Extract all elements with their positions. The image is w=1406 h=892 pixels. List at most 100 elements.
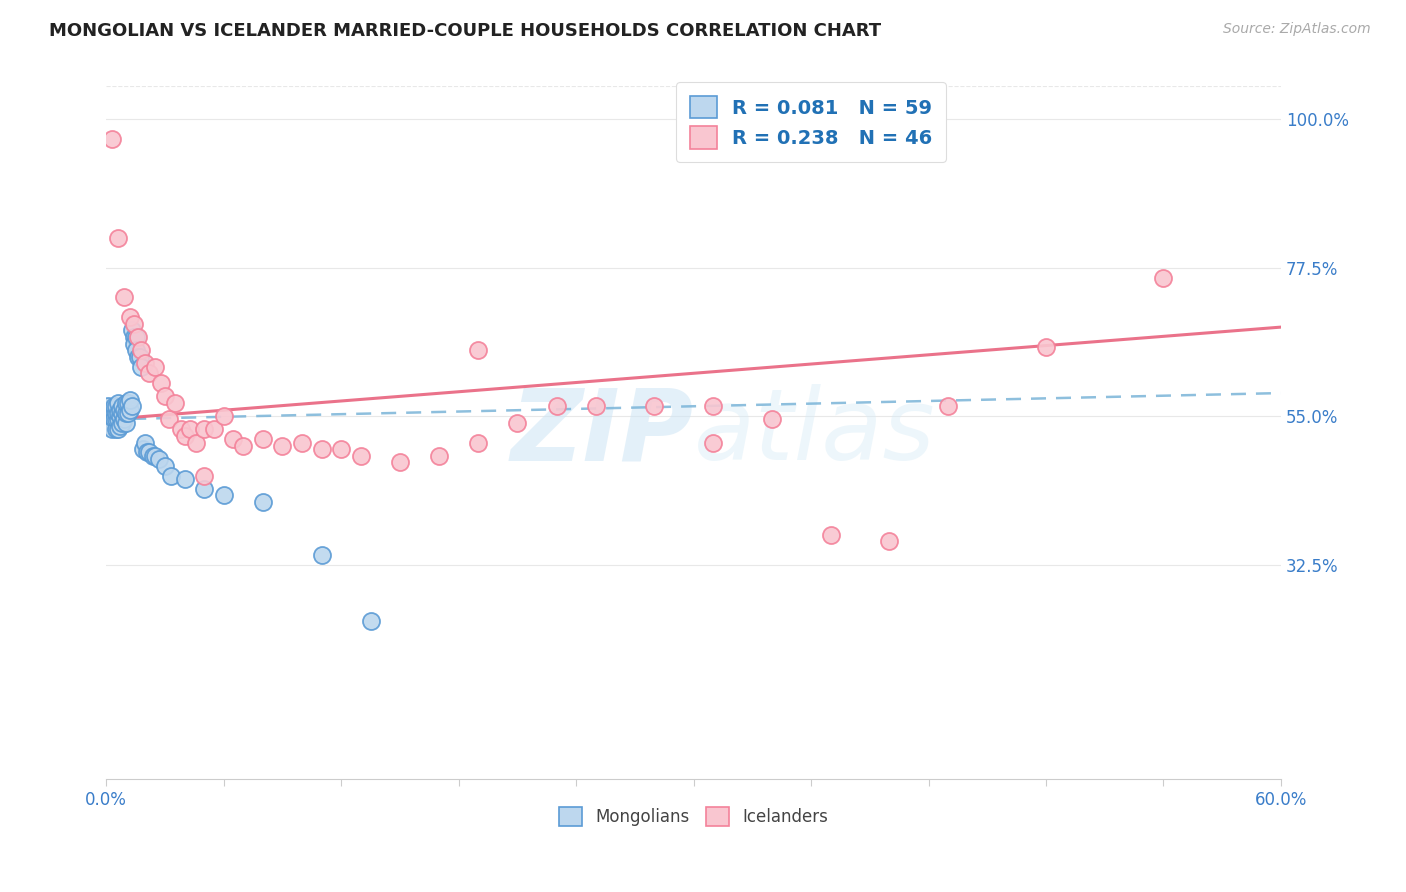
- Point: [193, 422, 215, 436]
- Text: ZIP: ZIP: [510, 384, 693, 481]
- Point: [127, 350, 149, 364]
- Point: [111, 416, 134, 430]
- Point: [97, 406, 120, 420]
- Point: [131, 343, 153, 358]
- Point: [142, 449, 165, 463]
- Point: [107, 422, 129, 436]
- Point: [98, 419, 121, 434]
- Point: [121, 399, 143, 413]
- Point: [138, 366, 160, 380]
- Point: [467, 435, 489, 450]
- Point: [105, 399, 128, 413]
- Point: [103, 406, 125, 420]
- Point: [122, 317, 145, 331]
- Point: [138, 445, 160, 459]
- Point: [311, 548, 333, 562]
- Point: [311, 442, 333, 457]
- Point: [179, 422, 201, 436]
- Point: [157, 412, 180, 426]
- Point: [101, 132, 124, 146]
- Text: atlas: atlas: [693, 384, 935, 481]
- Point: [108, 419, 131, 434]
- Point: [232, 439, 254, 453]
- Point: [131, 359, 153, 374]
- Point: [118, 402, 141, 417]
- Point: [173, 472, 195, 486]
- Point: [173, 429, 195, 443]
- Point: [148, 452, 170, 467]
- Point: [105, 412, 128, 426]
- Point: [111, 406, 134, 420]
- Point: [122, 330, 145, 344]
- Point: [111, 399, 134, 413]
- Point: [121, 323, 143, 337]
- Point: [124, 343, 146, 358]
- Point: [330, 442, 353, 457]
- Point: [114, 406, 136, 420]
- Point: [117, 406, 139, 420]
- Point: [101, 416, 124, 430]
- Point: [112, 402, 135, 417]
- Point: [127, 330, 149, 344]
- Point: [114, 416, 136, 430]
- Point: [101, 409, 124, 424]
- Point: [103, 399, 125, 413]
- Point: [150, 376, 173, 391]
- Point: [132, 442, 155, 457]
- Point: [112, 290, 135, 304]
- Point: [114, 396, 136, 410]
- Point: [153, 389, 176, 403]
- Point: [271, 439, 294, 453]
- Point: [118, 310, 141, 325]
- Point: [124, 330, 146, 344]
- Point: [360, 614, 382, 628]
- Point: [546, 399, 568, 413]
- Point: [506, 416, 529, 430]
- Point: [107, 412, 129, 426]
- Point: [108, 409, 131, 424]
- Point: [136, 445, 159, 459]
- Point: [1153, 270, 1175, 285]
- Point: [118, 392, 141, 407]
- Point: [193, 482, 215, 496]
- Point: [98, 406, 121, 420]
- Point: [252, 495, 274, 509]
- Point: [101, 402, 124, 417]
- Text: Source: ZipAtlas.com: Source: ZipAtlas.com: [1223, 22, 1371, 37]
- Point: [143, 449, 166, 463]
- Point: [879, 534, 901, 549]
- Point: [105, 406, 128, 420]
- Point: [702, 435, 724, 450]
- Point: [936, 399, 959, 413]
- Point: [105, 422, 128, 436]
- Point: [134, 435, 156, 450]
- Point: [202, 422, 225, 436]
- Point: [107, 396, 129, 410]
- Point: [350, 449, 373, 463]
- Point: [108, 402, 131, 417]
- Point: [163, 396, 186, 410]
- Point: [585, 399, 607, 413]
- Point: [97, 399, 120, 413]
- Point: [122, 336, 145, 351]
- Point: [427, 449, 450, 463]
- Point: [98, 412, 121, 426]
- Point: [107, 406, 129, 420]
- Point: [702, 399, 724, 413]
- Point: [117, 396, 139, 410]
- Point: [1035, 340, 1057, 354]
- Y-axis label: Married-couple Households: Married-couple Households: [0, 328, 7, 537]
- Point: [193, 468, 215, 483]
- Point: [128, 350, 150, 364]
- Point: [143, 359, 166, 374]
- Point: [212, 409, 235, 424]
- Legend: Mongolians, Icelanders: Mongolians, Icelanders: [553, 800, 835, 833]
- Point: [820, 528, 842, 542]
- Point: [222, 432, 245, 446]
- Point: [103, 412, 125, 426]
- Point: [169, 422, 191, 436]
- Text: MONGOLIAN VS ICELANDER MARRIED-COUPLE HOUSEHOLDS CORRELATION CHART: MONGOLIAN VS ICELANDER MARRIED-COUPLE HO…: [49, 22, 882, 40]
- Point: [112, 412, 135, 426]
- Point: [107, 231, 129, 245]
- Point: [134, 356, 156, 370]
